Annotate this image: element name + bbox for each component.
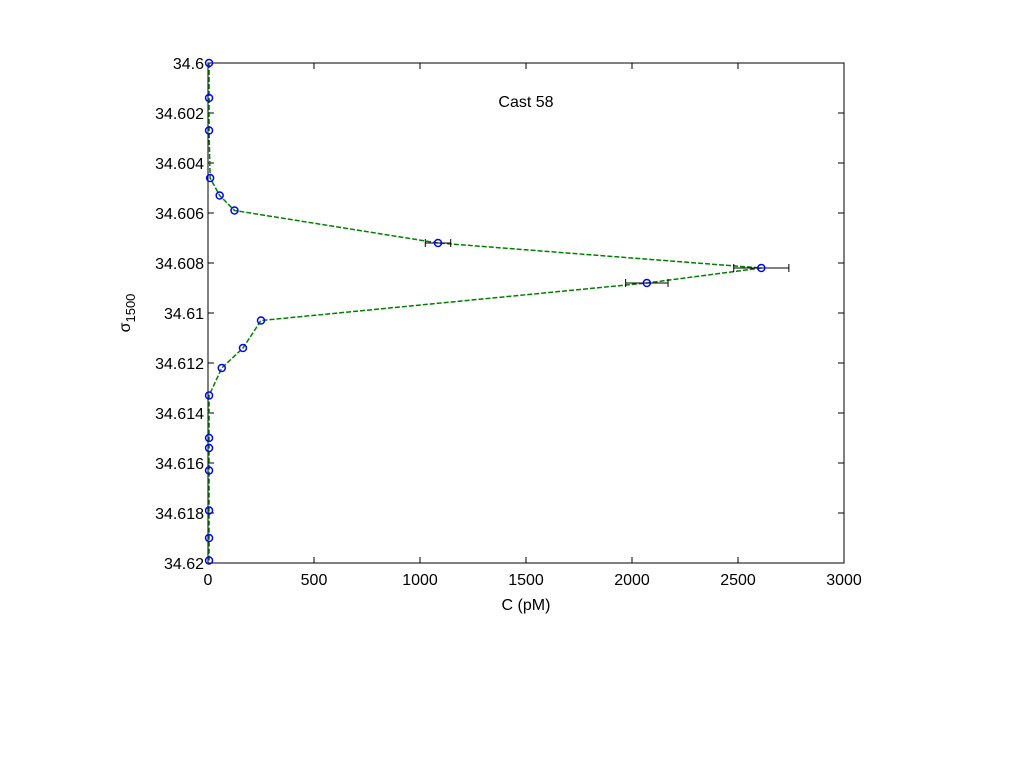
y-tick-label: 34.604 bbox=[155, 156, 204, 173]
data-point bbox=[256, 316, 266, 325]
y-tick-label: 34.602 bbox=[155, 106, 204, 123]
x-tick-label: 1500 bbox=[508, 572, 544, 589]
data-point bbox=[205, 173, 215, 183]
data-point bbox=[204, 443, 214, 453]
x-tick-label: 1000 bbox=[402, 572, 438, 589]
y-tick-label: 34.608 bbox=[155, 256, 204, 273]
x-tick-label: 0 bbox=[204, 572, 213, 589]
data-point bbox=[217, 363, 227, 373]
data-markers bbox=[204, 58, 766, 565]
y-axis-title: σ1500 bbox=[117, 294, 138, 333]
data-point bbox=[204, 126, 214, 135]
x-tick-label: 500 bbox=[301, 572, 328, 589]
data-point bbox=[204, 556, 214, 565]
data-point bbox=[204, 433, 214, 443]
y-tick-label: 34.612 bbox=[155, 356, 204, 373]
x-axis-title: C (pM) bbox=[502, 597, 551, 614]
y-tick-labels: 34.6 34.602 34.604 34.606 34.608 34.61 34.612 3… bbox=[155, 56, 204, 573]
error-bars bbox=[424, 239, 790, 287]
x-tick-labels: 0 500 1000 1500 2000 2500 3000 bbox=[204, 572, 862, 589]
axis-ticks bbox=[207, 62, 845, 564]
x-tick-label: 2000 bbox=[614, 572, 650, 589]
data-point bbox=[204, 533, 214, 543]
plot-area bbox=[207, 62, 845, 564]
y-tick-label: 34.61 bbox=[164, 306, 204, 323]
y-tick-label: 34.6 bbox=[173, 56, 204, 73]
svg-text:σ1500: σ1500 bbox=[117, 294, 138, 333]
y-axis-title-sub: 1500 bbox=[123, 294, 138, 323]
y-axis-title-main: σ bbox=[117, 322, 134, 332]
data-point bbox=[204, 93, 214, 103]
y-tick-label: 34.614 bbox=[155, 406, 204, 423]
data-point bbox=[238, 343, 248, 353]
y-tick-label: 34.606 bbox=[155, 206, 204, 223]
y-tick-label: 34.62 bbox=[164, 556, 204, 573]
data-point bbox=[204, 506, 214, 515]
data-point bbox=[204, 466, 214, 475]
data-point bbox=[230, 206, 239, 215]
series-line bbox=[208, 63, 762, 561]
data-point bbox=[215, 191, 224, 200]
x-tick-label: 3000 bbox=[826, 572, 862, 589]
data-point bbox=[433, 238, 443, 248]
data-point bbox=[204, 391, 214, 400]
series-lines bbox=[208, 63, 762, 561]
data-point bbox=[757, 263, 766, 273]
y-tick-label: 34.616 bbox=[155, 456, 204, 473]
y-tick-label: 34.618 bbox=[155, 506, 204, 523]
data-point bbox=[642, 278, 652, 288]
data-point bbox=[204, 58, 214, 68]
chart-title: Cast 58 bbox=[498, 94, 553, 111]
x-tick-label: 2500 bbox=[720, 572, 756, 589]
